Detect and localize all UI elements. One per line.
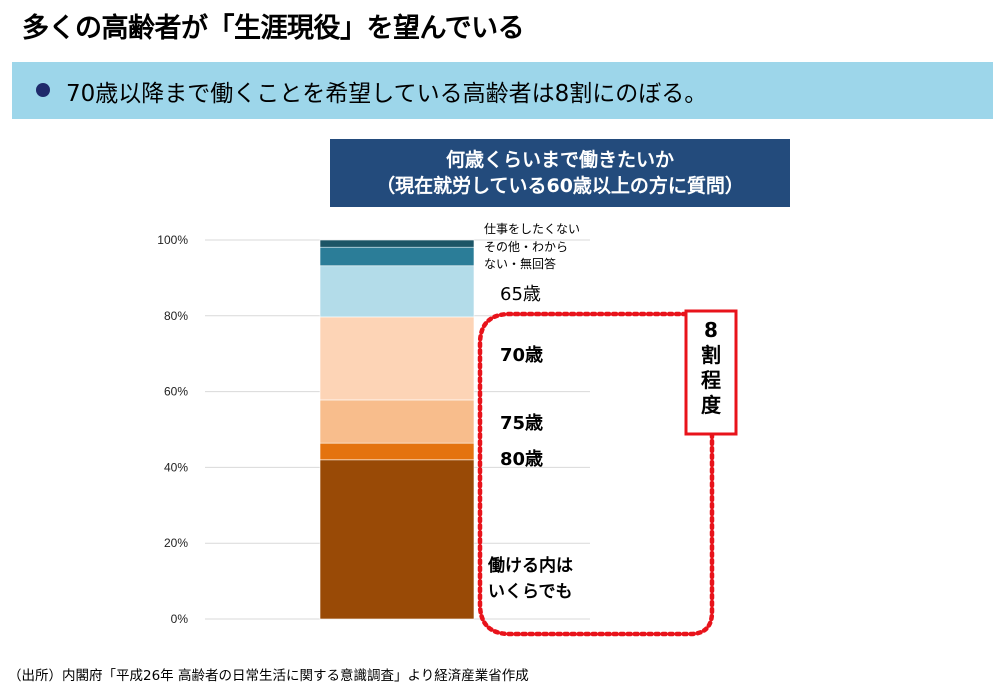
source-note: （出所）内閣府「平成26年 高齢者の日常生活に関する意識調査」より経済産業省作成 — [8, 668, 529, 684]
bullet-icon — [36, 83, 50, 97]
y-tick-label: 0% — [171, 612, 189, 626]
bar-segment — [319, 239, 475, 248]
y-tick-label: 20% — [164, 536, 188, 550]
chart-title-line1: 何歳くらいまで働きたいか — [445, 149, 674, 171]
chart-title-box: 何歳くらいまで働きたいか （現在就労している60歳以上の方に質問） — [330, 139, 790, 207]
chart-title-line2: （現在就労している60歳以上の方に質問） — [376, 175, 744, 197]
series-label: 働ける内は — [487, 555, 573, 576]
callout-outline — [477, 311, 715, 637]
summary-text: 70歳以降まで働くことを希望している高齢者は8割にのぼる。 — [66, 81, 708, 107]
series-label: 80歳 — [500, 449, 543, 470]
series-label: いくらでも — [488, 582, 573, 602]
y-tick-label: 100% — [157, 233, 188, 247]
callout-label: 割 — [701, 343, 721, 367]
series-label: 65歳 — [500, 284, 541, 305]
y-tick-label: 80% — [164, 309, 188, 323]
callout-label: 程 — [701, 368, 721, 392]
page-title: 多くの高齢者が「生涯現役」を望んでいる — [22, 13, 525, 44]
bar-segment — [319, 399, 475, 444]
series-label: 仕事をしたくない — [484, 222, 580, 236]
y-tick-label: 60% — [164, 385, 188, 399]
callout-box — [684, 309, 738, 436]
series-label: ない・無回答 — [484, 256, 556, 271]
bar-segment — [319, 316, 475, 401]
callout-label: 8 — [704, 318, 718, 342]
bar-segment — [319, 265, 475, 318]
summary-banner — [12, 62, 993, 119]
series-label: 75歳 — [500, 413, 543, 434]
callout-label: 度 — [701, 393, 722, 417]
series-label: 70歳 — [500, 345, 543, 366]
series-label: その他・わから — [484, 240, 568, 254]
bar-segment — [319, 459, 475, 620]
bar-segment — [319, 442, 475, 461]
y-tick-label: 40% — [164, 460, 188, 474]
bar-segment — [319, 246, 475, 267]
